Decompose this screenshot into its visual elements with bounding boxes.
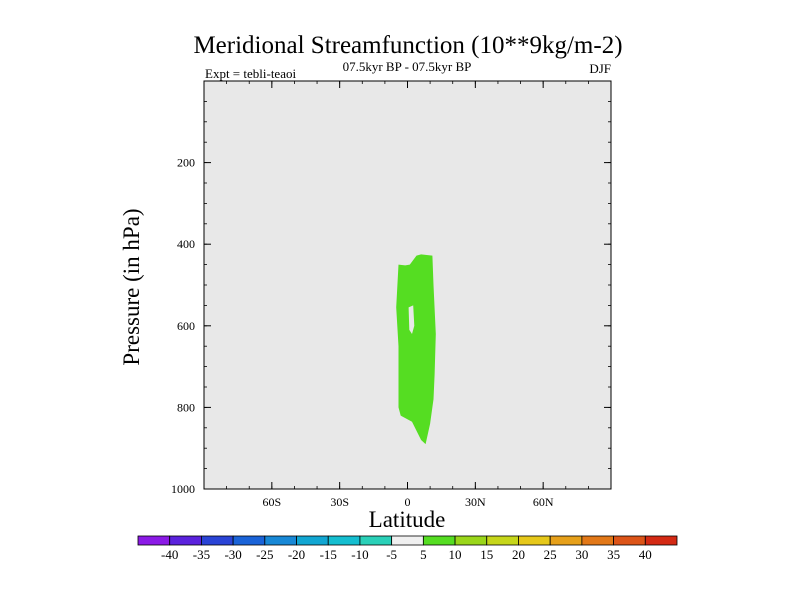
y-axis-title: Pressure (in hPa) bbox=[119, 208, 144, 365]
chart-title: Meridional Streamfunction (10**9kg/m-2) bbox=[193, 32, 622, 59]
colorbar-swatch bbox=[581, 535, 614, 546]
colorbar-swatch bbox=[169, 535, 202, 546]
x-axis-ticks: 60S 30S 0 30N 60N bbox=[262, 81, 554, 509]
y-tick-label: 600 bbox=[177, 319, 195, 333]
colorbar-label: -15 bbox=[320, 547, 337, 562]
colorbar-label: -30 bbox=[224, 547, 241, 562]
colorbar-swatch bbox=[296, 535, 329, 546]
y-tick-label: 200 bbox=[177, 156, 195, 170]
y-axis-ticks: 200 400 600 800 1000 bbox=[171, 156, 611, 496]
colorbar-label: 40 bbox=[639, 547, 652, 562]
colorbar-label: 10 bbox=[449, 547, 462, 562]
colorbar-swatch bbox=[391, 535, 424, 546]
contour-layer bbox=[396, 254, 436, 445]
colorbar-swatch bbox=[201, 535, 234, 546]
colorbar-swatch bbox=[422, 535, 456, 546]
colorbar-swatch bbox=[327, 535, 361, 546]
colorbar-label: 25 bbox=[544, 547, 557, 562]
colorbar-swatch bbox=[454, 535, 488, 546]
y-tick-label: 800 bbox=[177, 400, 195, 414]
colorbar-labels: -40 -35 -30 -25 -20 -15 -10 -5 5 10 15 20 25 30 35 40 bbox=[161, 547, 652, 562]
colorbar-label: -10 bbox=[351, 547, 368, 562]
x-axis-title: Latitude bbox=[369, 507, 446, 532]
colorbar-swatch bbox=[486, 535, 519, 546]
colorbar-label: -20 bbox=[288, 547, 305, 562]
chart-subtitle: 07.5kyr BP - 07.5kyr BP bbox=[343, 59, 472, 74]
experiment-label: Expt = tebli-teaoi bbox=[205, 66, 296, 81]
x-tick-label: 30S bbox=[330, 495, 349, 509]
colorbar-swatch bbox=[359, 535, 393, 546]
colorbar-label: 5 bbox=[420, 547, 427, 562]
colorbar-swatch bbox=[232, 535, 266, 546]
colorbar-label: 20 bbox=[512, 547, 525, 562]
colorbar bbox=[137, 535, 678, 546]
colorbar-swatch bbox=[518, 535, 551, 546]
x-tick-label: 60S bbox=[262, 495, 281, 509]
colorbar-swatch bbox=[549, 535, 583, 546]
colorbar-label: -5 bbox=[386, 547, 397, 562]
colorbar-label: 30 bbox=[575, 547, 588, 562]
colorbar-swatch bbox=[613, 535, 646, 546]
x-tick-label: 30N bbox=[465, 495, 486, 509]
colorbar-label: -35 bbox=[193, 547, 210, 562]
colorbar-label: -25 bbox=[256, 547, 273, 562]
season-label: DJF bbox=[589, 61, 611, 76]
colorbar-swatch bbox=[644, 535, 678, 546]
colorbar-label: 35 bbox=[607, 547, 620, 562]
colorbar-swatch bbox=[264, 535, 297, 546]
contour-region-0 bbox=[396, 254, 436, 445]
colorbar-label: 15 bbox=[480, 547, 493, 562]
y-tick-label: 1000 bbox=[171, 482, 195, 496]
colorbar-swatch bbox=[137, 535, 171, 546]
x-tick-label: 60N bbox=[533, 495, 554, 509]
minor-ticks bbox=[204, 81, 611, 489]
colorbar-label: -40 bbox=[161, 547, 178, 562]
x-tick-label: 0 bbox=[405, 495, 411, 509]
y-tick-label: 400 bbox=[177, 237, 195, 251]
